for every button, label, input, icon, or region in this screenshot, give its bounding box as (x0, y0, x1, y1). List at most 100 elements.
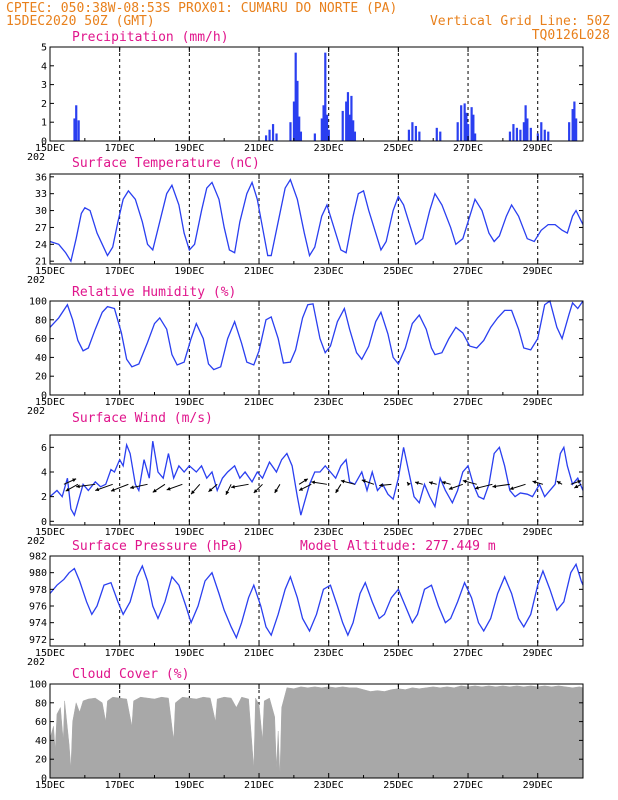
wind-arrowhead (509, 486, 514, 491)
series-line (49, 441, 584, 517)
panel-3: Relative Humidity (%) 0 20 40 60 80 100 15DEC 17… (27, 285, 584, 417)
panel-5: Surface Pressure (hPa) Model Altitude: 27… (27, 539, 584, 668)
x-tick-label: 15DEC (35, 780, 65, 791)
wind-arrowhead (448, 486, 453, 490)
y-tick-label: 27 (35, 223, 47, 234)
y-tick-label: 2 (41, 99, 47, 110)
precip-bar (456, 122, 459, 141)
wind-arrowhead (231, 484, 235, 489)
x-tick-label: 27DEC (453, 143, 483, 154)
x-tick-label: 25DEC (383, 143, 413, 154)
precip-bar (571, 109, 574, 141)
wind-arrowhead (475, 485, 479, 490)
run-time-label: 15DEC2020 50Z (GMT) (6, 14, 155, 29)
y-tick-label: 0 (41, 517, 47, 528)
x-tick-label: 25DEC (383, 780, 413, 791)
precip-bar (77, 120, 80, 141)
precip-bar (524, 105, 527, 141)
precip-bar (346, 92, 350, 141)
precip-bar (350, 95, 353, 141)
panel-title: Surface Pressure (hPa) (72, 539, 244, 554)
x-tick-label: 19DEC (174, 780, 204, 791)
y-tick-label: 80 (35, 315, 47, 326)
panel-2: Surface Temperature (nC) 21 24 27 30 33 36 15DE… (27, 156, 584, 286)
x-tick-label: 17DEC (105, 780, 135, 791)
precip-bar (324, 52, 327, 141)
grid-line-label: Vertical Grid Line: 50Z (430, 14, 610, 29)
y-tick-label: 36 (35, 172, 47, 183)
y-tick-label: 972 (29, 635, 47, 646)
y-tick-label: 100 (29, 680, 47, 691)
x-year-label: 202 (27, 657, 45, 668)
precip-bar (540, 122, 543, 141)
x-tick-label: 19DEC (174, 266, 204, 277)
panel-1: Precipitation (mm/h) 0 1 2 3 4 5 15DEC 17DEC 19DE… (27, 30, 584, 163)
precip-bar (313, 133, 316, 141)
x-tick-label: 29DEC (523, 143, 553, 154)
panel-subtitle: Model Altitude: 277.449 m (300, 539, 496, 554)
precip-bar (515, 127, 519, 141)
panel-title: Relative Humidity (%) (72, 285, 236, 300)
panels: Precipitation (mm/h) 0 1 2 3 4 5 15DEC 17DEC 19DE… (27, 30, 584, 791)
plot-frame (49, 300, 584, 396)
x-tick-label: 29DEC (523, 397, 553, 408)
y-tick-label: 20 (35, 755, 47, 766)
precip-bar (298, 116, 301, 141)
precip-bar (522, 122, 525, 141)
x-tick-label: 17DEC (105, 397, 135, 408)
x-tick-label: 17DEC (105, 266, 135, 277)
panel-title: Precipitation (mm/h) (72, 30, 229, 45)
y-tick-label: 60 (35, 717, 47, 728)
x-year-label: 202 (27, 275, 45, 286)
wind-arrowhead (492, 484, 497, 489)
precip-bar (322, 105, 325, 141)
wind-arrowhead (429, 481, 433, 485)
precip-bar (268, 129, 271, 141)
wind-arrowhead (556, 481, 561, 485)
precip-bar (327, 129, 330, 141)
y-tick-label: 4 (41, 61, 47, 72)
x-tick-label: 19DEC (174, 397, 204, 408)
x-tick-label: 25DEC (383, 527, 413, 538)
x-tick-label: 21DEC (244, 648, 274, 659)
wind-arrowhead (274, 488, 279, 493)
plot-frame (49, 683, 584, 779)
precip-bar (435, 127, 438, 141)
y-tick-label: 980 (29, 568, 47, 579)
precip-bar (529, 127, 532, 141)
y-tick-label: 0 (41, 774, 47, 785)
wind-arrowhead (303, 478, 308, 483)
wind-arrowhead (76, 484, 80, 489)
wind-arrowhead (95, 487, 100, 492)
wind-arrowhead (462, 479, 467, 484)
wind-arrowhead (574, 484, 579, 489)
y-tick-label: 20 (35, 372, 47, 383)
wind-arrowhead (253, 489, 258, 493)
precip-bar (472, 114, 475, 141)
x-tick-label: 23DEC (314, 266, 344, 277)
x-tick-label: 27DEC (453, 266, 483, 277)
panel-title: Surface Wind (m/s) (72, 411, 213, 426)
x-tick-label: 25DEC (383, 397, 413, 408)
wind-arrowhead (208, 487, 213, 492)
precip-bar (526, 118, 529, 141)
y-tick-label: 21 (35, 257, 47, 268)
y-tick-label: 24 (35, 240, 47, 251)
y-tick-label: 1 (41, 118, 47, 129)
y-tick-label: 40 (35, 736, 47, 747)
model-label: TQ0126L028 (532, 28, 610, 43)
precip-bar (320, 118, 323, 141)
precip-bar (512, 124, 515, 141)
precip-bar (325, 114, 329, 141)
x-tick-label: 27DEC (453, 527, 483, 538)
x-tick-label: 23DEC (314, 527, 344, 538)
precip-bar (543, 129, 546, 141)
wind-arrowhead (72, 478, 77, 482)
x-tick-label: 19DEC (174, 648, 204, 659)
x-tick-label: 17DEC (105, 648, 135, 659)
wind-arrowhead (577, 479, 582, 484)
x-tick-label: 29DEC (523, 527, 553, 538)
precip-bar (414, 125, 417, 141)
x-tick-label: 29DEC (523, 648, 553, 659)
precip-bar (470, 107, 473, 141)
